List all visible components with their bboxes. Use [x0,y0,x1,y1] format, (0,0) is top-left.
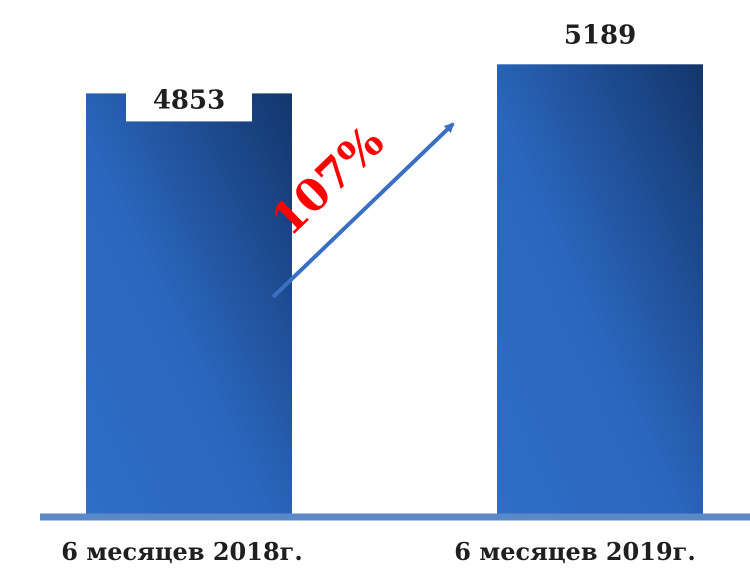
category-label-2: 6 месяцев 2019г. [454,537,695,566]
value-label-1: 4853 [153,85,225,115]
labels-layer: 4853 6 месяцев 2018г. 5189 6 месяцев 2019г. [61,12,696,566]
category-label-1: 6 месяцев 2018г. [61,537,302,566]
bar-2 [497,64,703,515]
bars-layer [86,64,703,515]
value-label-box-1 [126,77,252,122]
growth-arrow [271,122,455,299]
value-label-2: 5189 [564,20,636,50]
bar-1 [86,93,292,515]
value-label-box-2 [537,12,663,57]
